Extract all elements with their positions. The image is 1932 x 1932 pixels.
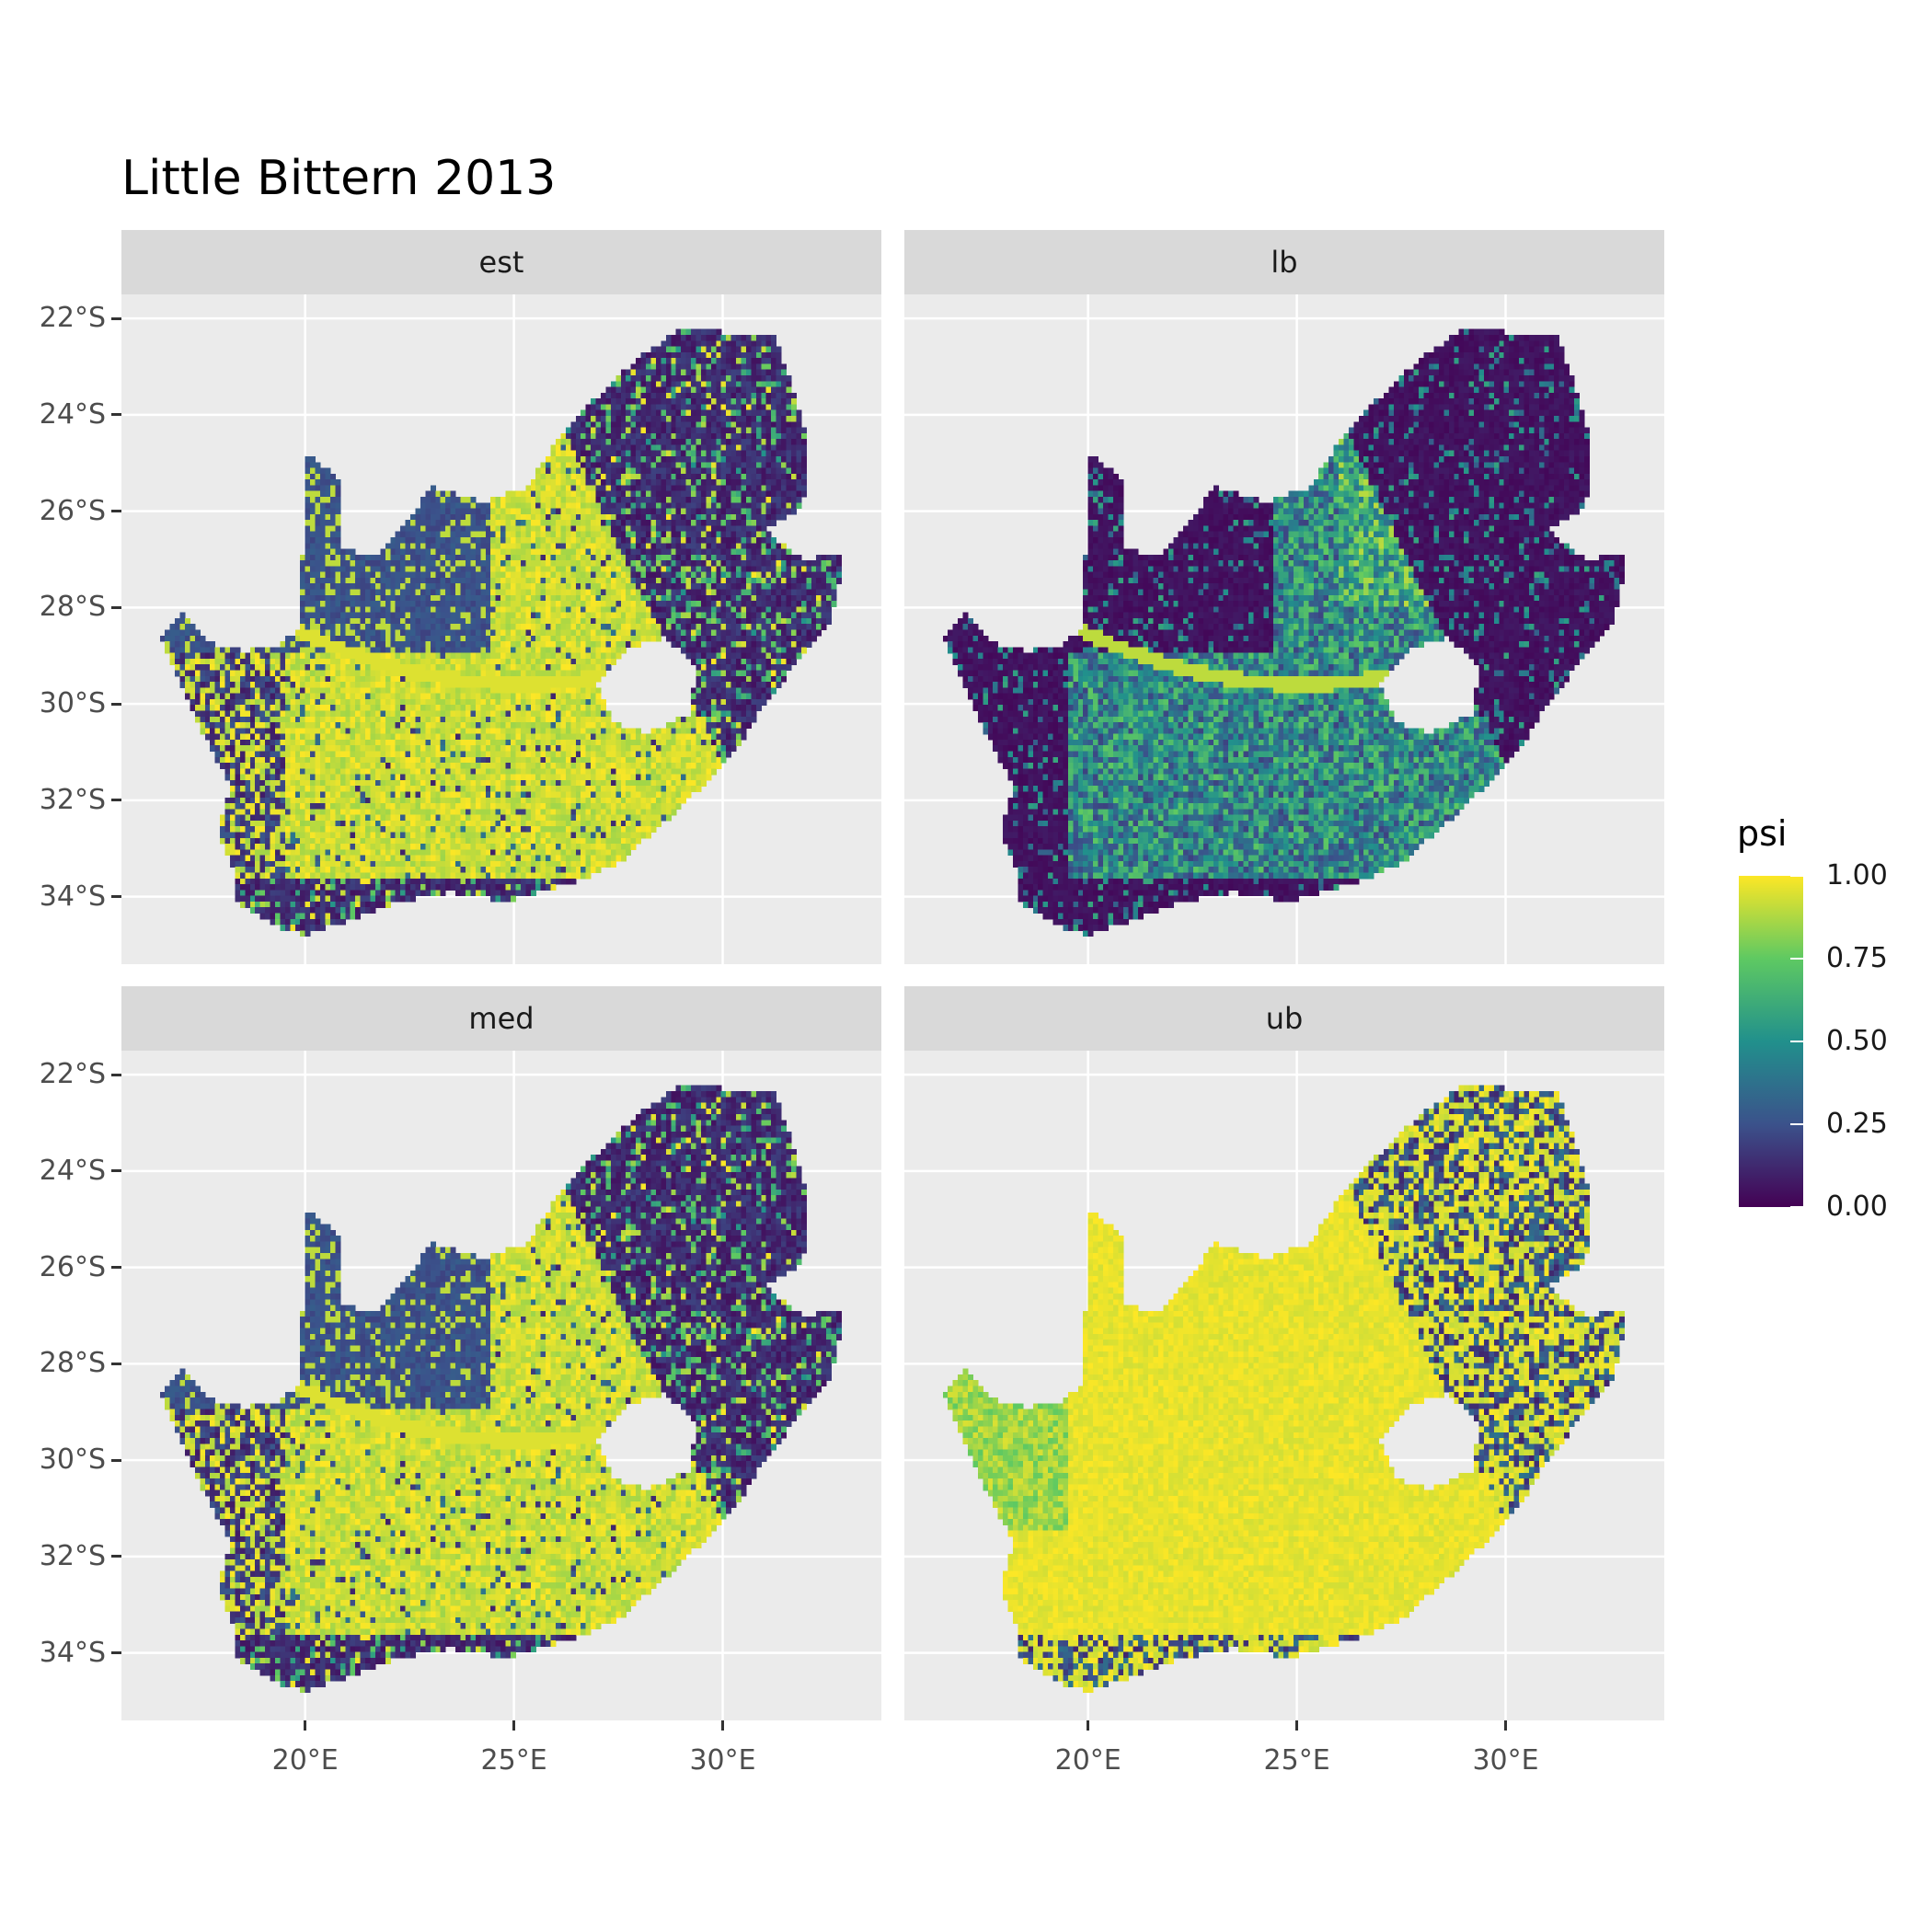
chart-title: Little Bittern 2013 <box>121 151 556 206</box>
y-tick <box>111 1458 121 1462</box>
x-tick-label: 30°E <box>1466 1744 1547 1777</box>
raster-cells <box>942 328 1625 937</box>
facet-panel-med <box>121 1051 881 1720</box>
y-tick <box>111 1169 121 1173</box>
x-tick <box>304 1720 307 1731</box>
facet-strip-med: med <box>121 986 881 1051</box>
facet-strip-ub: ub <box>904 986 1664 1051</box>
y-tick <box>111 1362 121 1365</box>
y-tick-label: 24°S <box>40 398 106 431</box>
y-tick <box>111 895 121 899</box>
y-tick <box>111 510 121 513</box>
legend-tick <box>1790 958 1803 960</box>
y-tick <box>111 702 121 706</box>
y-tick-label: 32°S <box>40 784 106 816</box>
raster-cells <box>942 1085 1625 1694</box>
map-lb <box>904 294 1664 964</box>
y-tick <box>111 316 121 320</box>
y-tick <box>111 799 121 802</box>
legend-tick <box>1790 1041 1803 1042</box>
legend-label: 0.25 <box>1826 1108 1888 1140</box>
facet-strip-est: est <box>121 230 881 294</box>
legend-label: 1.00 <box>1826 859 1888 891</box>
legend-title: psi <box>1737 813 1787 854</box>
facet-panel-ub <box>904 1051 1664 1720</box>
y-tick <box>111 1555 121 1558</box>
y-tick-label: 32°S <box>40 1540 106 1572</box>
y-tick <box>111 1073 121 1076</box>
raster-cells <box>159 1085 842 1694</box>
x-tick <box>1087 1720 1090 1731</box>
y-tick-label: 22°S <box>40 302 106 334</box>
legend-label: 0.50 <box>1826 1025 1888 1057</box>
y-tick-label: 24°S <box>40 1155 106 1187</box>
y-tick-label: 26°S <box>40 1251 106 1283</box>
y-tick <box>111 413 121 417</box>
legend-tick <box>1790 875 1803 877</box>
raster-cells <box>159 328 842 937</box>
y-tick-label: 30°S <box>40 687 106 719</box>
y-tick <box>111 1651 121 1655</box>
map-ub <box>904 1051 1664 1720</box>
y-tick <box>111 605 121 609</box>
y-tick <box>111 1266 121 1270</box>
y-tick-label: 34°S <box>40 880 106 913</box>
y-tick-label: 22°S <box>40 1058 106 1090</box>
y-tick-label: 28°S <box>40 1347 106 1379</box>
facet-panel-lb <box>904 294 1664 964</box>
facet-strip-lb: lb <box>904 230 1664 294</box>
map-est <box>121 294 881 964</box>
y-tick-label: 30°S <box>40 1443 106 1476</box>
x-tick-label: 30°E <box>683 1744 764 1777</box>
facet-panel-est <box>121 294 881 964</box>
y-tick-label: 28°S <box>40 591 106 623</box>
x-tick <box>1295 1720 1299 1731</box>
legend-tick <box>1790 1206 1803 1208</box>
y-tick-label: 26°S <box>40 495 106 527</box>
x-tick-label: 20°E <box>1048 1744 1129 1777</box>
x-tick <box>1504 1720 1508 1731</box>
x-tick-label: 25°E <box>474 1744 555 1777</box>
legend-label: 0.00 <box>1826 1190 1888 1223</box>
legend-label: 0.75 <box>1826 942 1888 974</box>
x-tick <box>721 1720 725 1731</box>
y-tick-label: 34°S <box>40 1637 106 1669</box>
legend-tick <box>1790 1123 1803 1125</box>
x-tick-label: 25°E <box>1257 1744 1338 1777</box>
x-tick-label: 20°E <box>265 1744 346 1777</box>
x-tick <box>512 1720 516 1731</box>
map-med <box>121 1051 881 1720</box>
